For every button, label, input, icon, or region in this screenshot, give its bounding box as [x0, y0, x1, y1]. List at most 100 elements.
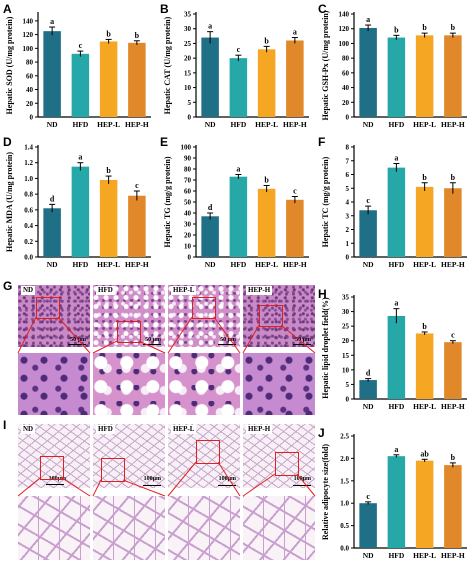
y-tick-label: 40 [342, 84, 350, 92]
chart-hepatic-cat: 0 5 10 15 20 25 30 35 Hepatic CAT (U/mg protein)… [163, 11, 309, 129]
y-tick-label: 2 [346, 226, 350, 234]
y-tick-label: 1 [346, 240, 350, 248]
bar-hep-h [128, 42, 146, 118]
y-tick-label: 0.8 [24, 191, 33, 199]
significance-letter: c [79, 41, 83, 50]
bar-nd [201, 216, 219, 257]
chart-adipocyte-size: 0.0 0.5 1.0 1.5 2.0 2.5 Relative adipocyte siz… [321, 433, 467, 560]
y-tick-label: 50 [184, 199, 192, 207]
micrograph-label: ND [21, 425, 36, 434]
y-tick-label: 100 [23, 45, 34, 53]
bar-hep-l [257, 188, 276, 257]
significance-letter: c [293, 187, 297, 196]
adipose-zoom-nd [18, 496, 90, 560]
plot-area: 0 20 40 60 80 100 120 140 Hepatic SOD (U/mg prot… [5, 12, 151, 129]
x-tick-label: HEP-H [125, 120, 149, 129]
scale-bar [218, 343, 236, 345]
x-tick-label: HEP-L [97, 120, 120, 129]
x-tick-label: HFD [72, 120, 88, 129]
y-tick-label: 5 [346, 381, 350, 389]
y-tick-label: 0.4 [24, 222, 33, 230]
panel-letter-i: I [3, 418, 7, 432]
micrograph-label: HEP-L [171, 425, 197, 434]
significance-letter: b [451, 23, 456, 32]
y-axis-label: Hepatic MDA (U/mg protein) [5, 152, 14, 252]
y-tick-label: 3 [346, 212, 350, 220]
significance-letter: c [451, 331, 455, 340]
y-tick-label: 0 [30, 114, 34, 122]
y-tick-label: 25 [342, 323, 350, 331]
bar-hfd [387, 167, 406, 257]
bar-hep-h [286, 40, 304, 117]
adipose-zoom-connectors [17, 461, 316, 497]
y-tick-label: 30 [184, 221, 192, 229]
significance-letter: ab [420, 449, 429, 458]
x-tick-label: ND [205, 260, 216, 269]
y-tick-label: 0 [346, 114, 350, 122]
significance-letter: b [422, 173, 427, 182]
significance-letter: a [293, 28, 297, 37]
y-tick-label: 7 [346, 157, 350, 165]
y-axis-label: Hepatic GSH-Px (U/mg protein) [321, 10, 330, 120]
zoom-region-box [101, 458, 125, 482]
zoom-region-box [196, 440, 220, 464]
significance-letter: b [264, 36, 269, 45]
x-tick-label: ND [363, 551, 374, 560]
y-tick-label: 10 [184, 84, 192, 92]
y-axis-label: Relative adipocyte size(fold) [321, 444, 330, 540]
scale-label: 100μm [218, 476, 236, 482]
liver-zoom-hfd [93, 353, 165, 415]
panel-letter-a: A [3, 2, 12, 16]
significance-letter: a [50, 17, 54, 26]
chart-hepatic-tc: 0 1 2 3 4 5 6 7 8 Hepatic TC (mg/g protein) c ND a HF… [321, 144, 467, 269]
adipose-zoom-hep-l [168, 496, 240, 560]
adipose-image-nd: ND 100μm [18, 424, 90, 488]
significance-letter: a [394, 299, 398, 308]
x-tick-label: ND [47, 260, 58, 269]
y-tick-label: 0 [188, 254, 192, 262]
y-tick-label: 1.4 [24, 144, 33, 152]
bar-hep-l [415, 460, 434, 548]
y-tick-label: 35 [342, 294, 350, 302]
bar-hep-l [415, 35, 434, 118]
x-tick-label: HFD [72, 260, 88, 269]
liver-image-nd: ND 50 μm [18, 285, 90, 347]
scale-bar [218, 484, 236, 486]
chart-hepatic-sod: 0 20 40 60 80 100 120 140 Hepatic SOD (U/mg prot… [5, 12, 151, 129]
y-tick-label: 0 [346, 396, 350, 404]
y-tick-label: 40 [184, 210, 192, 218]
liver-image-hep-h: HEP-H 50 μm [243, 285, 315, 347]
x-tick-label: HFD [388, 120, 404, 129]
significance-letter: b [451, 453, 456, 462]
y-tick-label: 25 [184, 40, 192, 48]
x-tick-label: ND [363, 402, 374, 411]
y-tick-label: 8 [346, 144, 350, 152]
y-tick-label: 2.5 [340, 433, 349, 441]
significance-letter: b [422, 322, 427, 331]
significance-letter: b [394, 25, 399, 34]
scale-bar [68, 343, 86, 345]
bar-hep-l [257, 49, 276, 117]
bar-nd [359, 27, 377, 118]
micrograph-label: ND [21, 286, 36, 295]
significance-letter: b [264, 176, 269, 185]
liver-image-hfd: HFD 50 μm [93, 285, 165, 347]
y-tick-label: 120 [23, 31, 34, 39]
significance-letter: a [236, 165, 240, 174]
y-tick-label: 20 [342, 99, 350, 107]
micrograph-label: HEP-H [246, 425, 273, 434]
bar-hfd [387, 37, 406, 117]
plot-area: 0 5 10 15 20 25 30 35 Hepatic CAT (U/mg protein)… [163, 11, 309, 129]
y-tick-label: 6 [346, 171, 350, 179]
bar-hep-h [444, 342, 462, 399]
x-tick-label: HEP-H [125, 260, 149, 269]
bar-hfd [229, 176, 248, 257]
adipose-image-hep-h: HEP-H 100μm [243, 424, 315, 488]
significance-letter: d [50, 194, 55, 203]
x-tick-label: ND [363, 260, 374, 269]
plot-area: 0 5 10 15 20 25 30 35 Hepatic lipid droplet fiel… [321, 294, 467, 411]
bar-hep-h [286, 199, 304, 257]
y-tick-label: 5 [346, 185, 350, 193]
panel-letter-e: E [160, 135, 169, 149]
bar-hfd [71, 53, 90, 117]
